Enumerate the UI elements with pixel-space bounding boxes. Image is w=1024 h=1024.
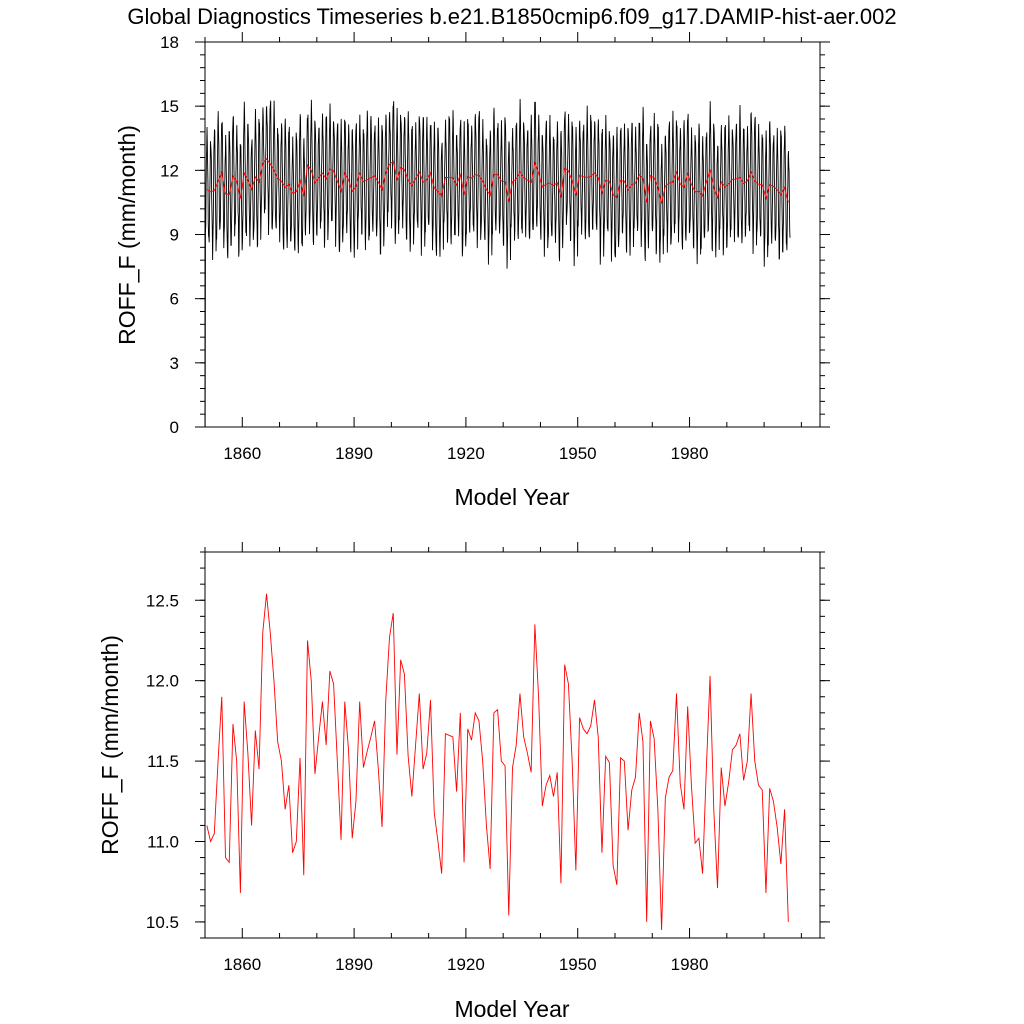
x-tick-label: 1920 <box>447 444 485 463</box>
y-tick-label: 15 <box>160 97 179 116</box>
x-tick-label: 1890 <box>335 444 373 463</box>
bottom-plot-frame <box>204 551 821 939</box>
bottom-panel: 1860 1890 1920 1950 1980 10.5 11.0 11.5 12.0 12.5… <box>97 542 830 1022</box>
top-plot-frame <box>204 41 821 428</box>
y-tick-label: 11.5 <box>147 752 179 771</box>
x-tick-label: 1860 <box>223 444 261 463</box>
y-tick-label: 10.5 <box>146 913 179 932</box>
x-tick-label: 1950 <box>559 955 597 974</box>
y-tick-label: 6 <box>170 290 179 309</box>
top-y-axis-title: ROFF_F (mm/month) <box>114 125 140 345</box>
y-tick-label: 0 <box>170 418 179 437</box>
monthly-line-0 <box>204 99 791 428</box>
x-tick-label: 1980 <box>671 955 709 974</box>
top-x-axis-title: Model Year <box>454 484 569 510</box>
y-tick-label: 9 <box>170 226 179 245</box>
annual-mean-line-0 <box>206 158 789 204</box>
x-tick-label: 1950 <box>559 444 597 463</box>
y-tick-label: 3 <box>170 354 179 373</box>
y-tick-label: 12.5 <box>146 591 179 610</box>
top-ticks-layer: 1860 1890 1920 1950 1980 0 3 6 9 12 15 18 <box>160 32 830 463</box>
bottom-ticks-layer: 1860 1890 1920 1950 1980 10.5 11.0 11.5 12.0 12.5 <box>146 542 830 974</box>
top-panel: 1860 1890 1920 1950 1980 0 3 6 9 12 15 18 Model Yea… <box>114 32 830 510</box>
x-tick-label: 1890 <box>335 955 373 974</box>
bottom-y-axis-title: ROFF_F (mm/month) <box>97 635 123 855</box>
top-series-layer <box>204 99 791 428</box>
x-tick-label: 1980 <box>671 444 709 463</box>
chart-title: Global Diagnostics Timeseries b.e21.B185… <box>127 4 896 29</box>
y-tick-label: 12.0 <box>146 672 179 691</box>
y-tick-label: 18 <box>160 33 179 52</box>
bottom-x-axis-title: Model Year <box>454 996 569 1022</box>
x-tick-label: 1920 <box>447 955 485 974</box>
x-tick-label: 1860 <box>223 955 261 974</box>
y-tick-label: 11.0 <box>147 833 179 852</box>
y-tick-label: 12 <box>160 161 179 180</box>
bottom-series-layer <box>206 593 789 930</box>
annual-mean-line-1 <box>206 593 789 930</box>
